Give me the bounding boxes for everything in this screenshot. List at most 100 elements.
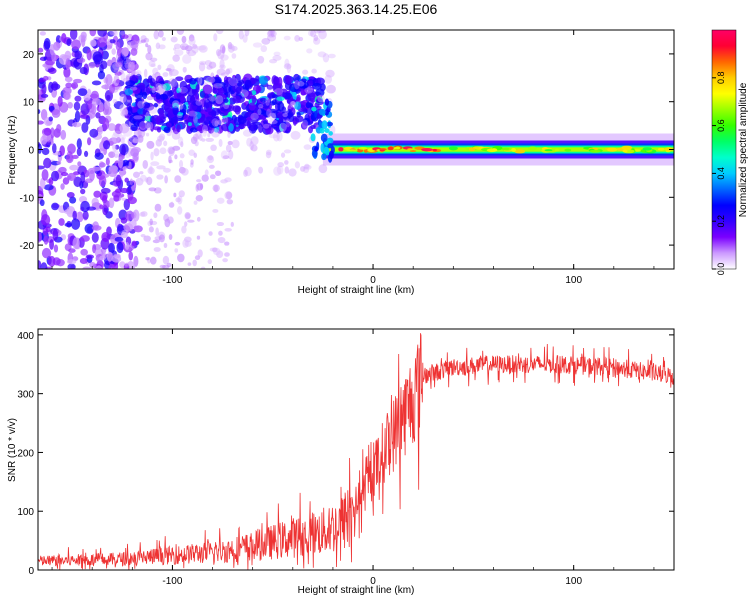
spectral-blob: [82, 210, 89, 220]
spectral-blob: [120, 137, 125, 145]
spectral-blob: [154, 203, 162, 212]
spectral-blob: [108, 168, 117, 178]
spectral-blob: [149, 218, 153, 226]
spectral-blob: [140, 174, 147, 182]
spectral-blob: [252, 42, 263, 48]
spectral-blob: [67, 172, 77, 181]
spectral-blob: [409, 150, 417, 153]
spectral-blob: [284, 166, 289, 174]
spectral-blob: [98, 175, 107, 188]
spectral-blob: [217, 49, 225, 60]
spectral-blob: [276, 131, 283, 142]
spectral-blob: [80, 103, 90, 115]
spectral-blob: [121, 197, 127, 201]
spectral-blob: [212, 208, 219, 213]
spectral-blob: [51, 202, 59, 211]
spectral-blob: [125, 56, 132, 64]
spectral-blob: [59, 145, 65, 156]
spectral-blob: [121, 47, 130, 56]
spectral-blob: [135, 69, 142, 77]
spectral-blob: [97, 30, 108, 37]
spectral-blob: [294, 35, 301, 42]
spectral-blob: [177, 253, 185, 263]
spectral-blob: [220, 106, 229, 112]
spectral-blob: [317, 94, 325, 103]
spectral-blob: [153, 102, 159, 108]
spectral-blob: [80, 31, 87, 40]
x-tick-label: -100: [162, 576, 182, 587]
spectral-blob: [130, 124, 138, 132]
spectral-blob: [156, 174, 164, 180]
spectral-blob: [162, 72, 169, 77]
spectral-blob: [109, 30, 117, 36]
spectral-blob: [148, 106, 158, 114]
spectral-blob: [91, 225, 102, 231]
spectral-blob: [218, 86, 224, 96]
spectral-blob: [290, 101, 296, 108]
spectral-blob: [179, 43, 189, 51]
spectral-blob: [213, 33, 218, 42]
spectral-blob: [182, 66, 187, 73]
y-tick-label: 100: [17, 507, 34, 518]
spectral-blob: [107, 31, 115, 37]
spectral-blob: [158, 44, 166, 50]
spectral-blob: [177, 136, 184, 146]
spectral-blob: [64, 222, 73, 227]
spectral-blob: [221, 46, 226, 54]
spectral-blob: [163, 140, 168, 147]
spectral-blob: [184, 240, 192, 247]
spectral-blob: [123, 109, 129, 115]
spectral-blob: [314, 146, 319, 152]
spectral-blob: [88, 62, 96, 69]
spectral-blob: [285, 123, 292, 132]
spectral-blob: [89, 39, 97, 47]
spectral-blob: [265, 151, 272, 159]
spectral-blob: [204, 60, 212, 66]
y-tick-label: 0: [28, 566, 34, 577]
spectral-blob: [207, 132, 211, 138]
spectral-blob: [258, 76, 269, 86]
spectral-blob: [168, 70, 173, 77]
spectral-blob: [82, 266, 92, 269]
spectral-blob: [133, 255, 139, 267]
y-tick-label: 20: [23, 50, 35, 61]
spectral-blob: [158, 108, 165, 119]
spectral-blob: [555, 148, 560, 152]
spectral-blob: [145, 257, 150, 261]
spectral-blob: [172, 54, 180, 62]
spectral-blob: [64, 76, 73, 83]
spectral-blob: [196, 179, 202, 183]
spectral-blob: [324, 128, 330, 134]
spectral-blob: [166, 122, 172, 128]
spectral-blob: [301, 119, 309, 129]
snr-y-label: SNR (10 * v/v): [7, 418, 18, 482]
spectral-blob: [40, 262, 48, 269]
spectral-blob: [211, 118, 219, 127]
spectral-blob: [208, 164, 215, 169]
spectral-blob: [162, 83, 171, 91]
spectral-blob: [126, 95, 132, 100]
spectral-blob: [250, 144, 258, 152]
spectral-blob: [227, 43, 235, 53]
spectral-blob: [589, 149, 601, 153]
spectral-blob: [238, 79, 245, 85]
spectral-blob: [326, 84, 336, 94]
spectral-blob: [251, 90, 257, 96]
spectral-blob: [266, 30, 277, 38]
spectral-blob: [105, 211, 113, 219]
spectral-blob: [269, 58, 278, 64]
spectral-blob: [51, 108, 61, 118]
spectral-blob: [170, 78, 178, 88]
spectral-blob: [187, 262, 192, 266]
spectral-blob: [272, 54, 282, 61]
spectral-blob: [250, 112, 259, 121]
spectral-blob: [96, 265, 102, 269]
spectral-blob: [223, 98, 229, 103]
spectral-blob: [139, 121, 147, 131]
spectral-blob: [179, 95, 186, 103]
spectral-blob: [114, 236, 124, 242]
spectral-blob: [257, 108, 262, 115]
spectral-blob: [133, 114, 140, 122]
spectral-blob: [132, 136, 141, 144]
x-tick-label: -100: [162, 275, 182, 286]
